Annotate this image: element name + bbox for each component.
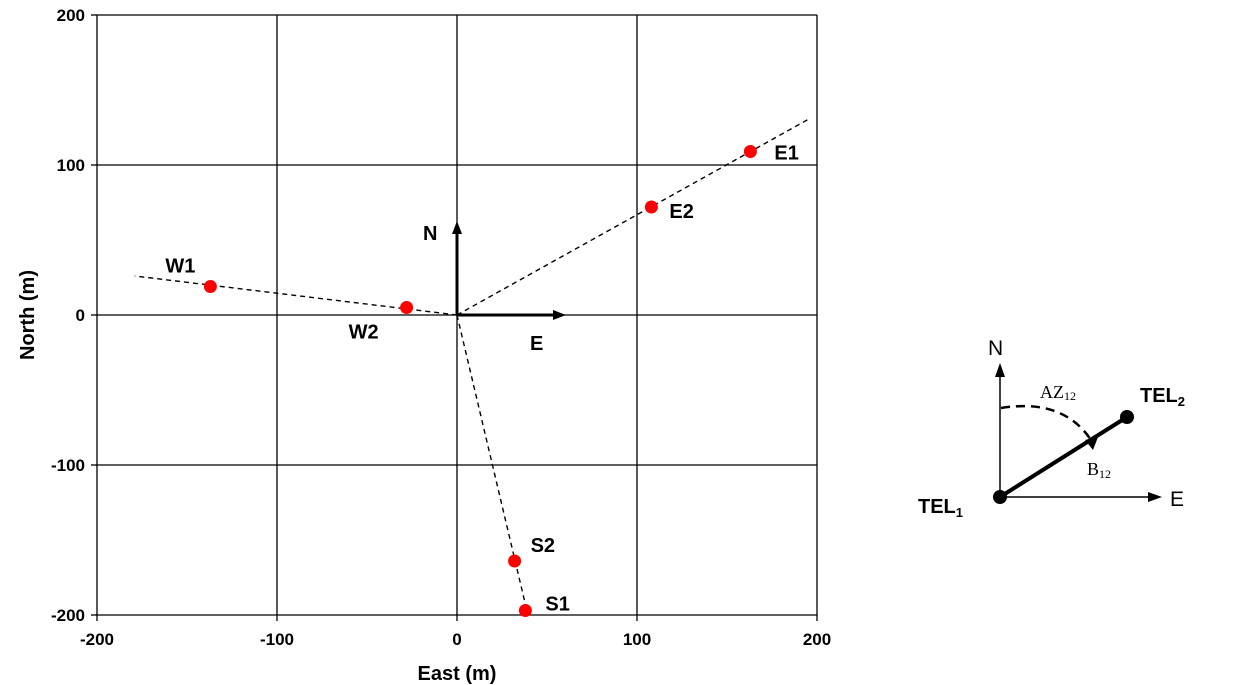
x-axis-title: East (m)	[418, 663, 497, 685]
azimuth-label: AZ12	[1040, 382, 1076, 403]
x-tick-label: 0	[452, 630, 461, 649]
inset-north-arrowhead	[995, 363, 1005, 377]
y-tick-label: 200	[57, 6, 85, 25]
data-point-label: S1	[545, 594, 569, 616]
tel2-label: TEL2	[1140, 385, 1185, 409]
tel2-marker	[1120, 410, 1134, 424]
inset-north-label: N	[988, 337, 1003, 360]
data-point-label: E2	[669, 201, 693, 223]
baseline-label: B12	[1087, 459, 1111, 481]
inset-azimuth-arrowhead	[1085, 437, 1098, 450]
data-point	[743, 145, 757, 158]
baseline-line	[456, 314, 528, 613]
data-point	[644, 200, 658, 214]
inset-azimuth-arc	[1000, 404, 1093, 441]
data-point	[508, 554, 522, 568]
baseline-label-main: B	[1087, 459, 1099, 479]
baseline-label-sub: 12	[1099, 467, 1111, 481]
tel1-label-sub: 1	[956, 505, 963, 520]
east-arrow-label: E	[530, 333, 543, 355]
y-tick-label: -100	[51, 456, 85, 475]
data-point	[203, 280, 217, 293]
north-arrow-label: N	[423, 223, 437, 245]
data-point-label: E1	[774, 143, 798, 165]
y-tick-label: 100	[57, 156, 85, 175]
y-tick-label: 0	[76, 306, 85, 325]
y-tick-label: -200	[51, 606, 85, 625]
tel1-label-main: TEL	[918, 496, 956, 518]
tel1-label: TEL1	[918, 496, 963, 520]
axis-arrows: N E	[423, 221, 566, 355]
x-tick-label: -200	[80, 630, 114, 649]
inset-east-label: E	[1170, 488, 1184, 511]
data-point	[400, 301, 414, 314]
tel2-label-sub: 2	[1178, 394, 1185, 409]
baseline-chart: N E E1 E2 W1 W2 S2 S1 -200 -100 0 100 200 -200 -100…	[17, 6, 831, 685]
baseline-lines	[134, 117, 811, 613]
inset-east-arrowhead	[1148, 492, 1162, 502]
data-point-label: W1	[165, 256, 195, 278]
baseline-line	[456, 117, 811, 316]
data-point-label: S2	[531, 535, 555, 557]
north-arrow-head	[452, 221, 462, 234]
azimuth-label-sub: 12	[1064, 389, 1076, 403]
inset-baseline	[998, 415, 1129, 499]
y-axis-title: North (m)	[17, 270, 39, 360]
baseline-geometry-diagram: N E AZ12 B12 TEL1 TEL2	[918, 337, 1185, 520]
data-point-label: W2	[349, 322, 379, 344]
x-tick-label: -100	[260, 630, 294, 649]
antenna-points: E1 E2 W1 W2 S2 S1	[165, 143, 799, 617]
x-tick-label: 100	[623, 630, 651, 649]
data-point	[518, 604, 532, 617]
tel2-label-main: TEL	[1140, 385, 1178, 407]
x-tick-label: 200	[803, 630, 831, 649]
tick-labels: -200 -100 0 100 200 -200 -100 0 100 200	[51, 6, 831, 649]
east-arrow-head	[553, 310, 566, 320]
tel1-marker	[993, 490, 1007, 504]
azimuth-label-main: AZ	[1040, 382, 1064, 402]
